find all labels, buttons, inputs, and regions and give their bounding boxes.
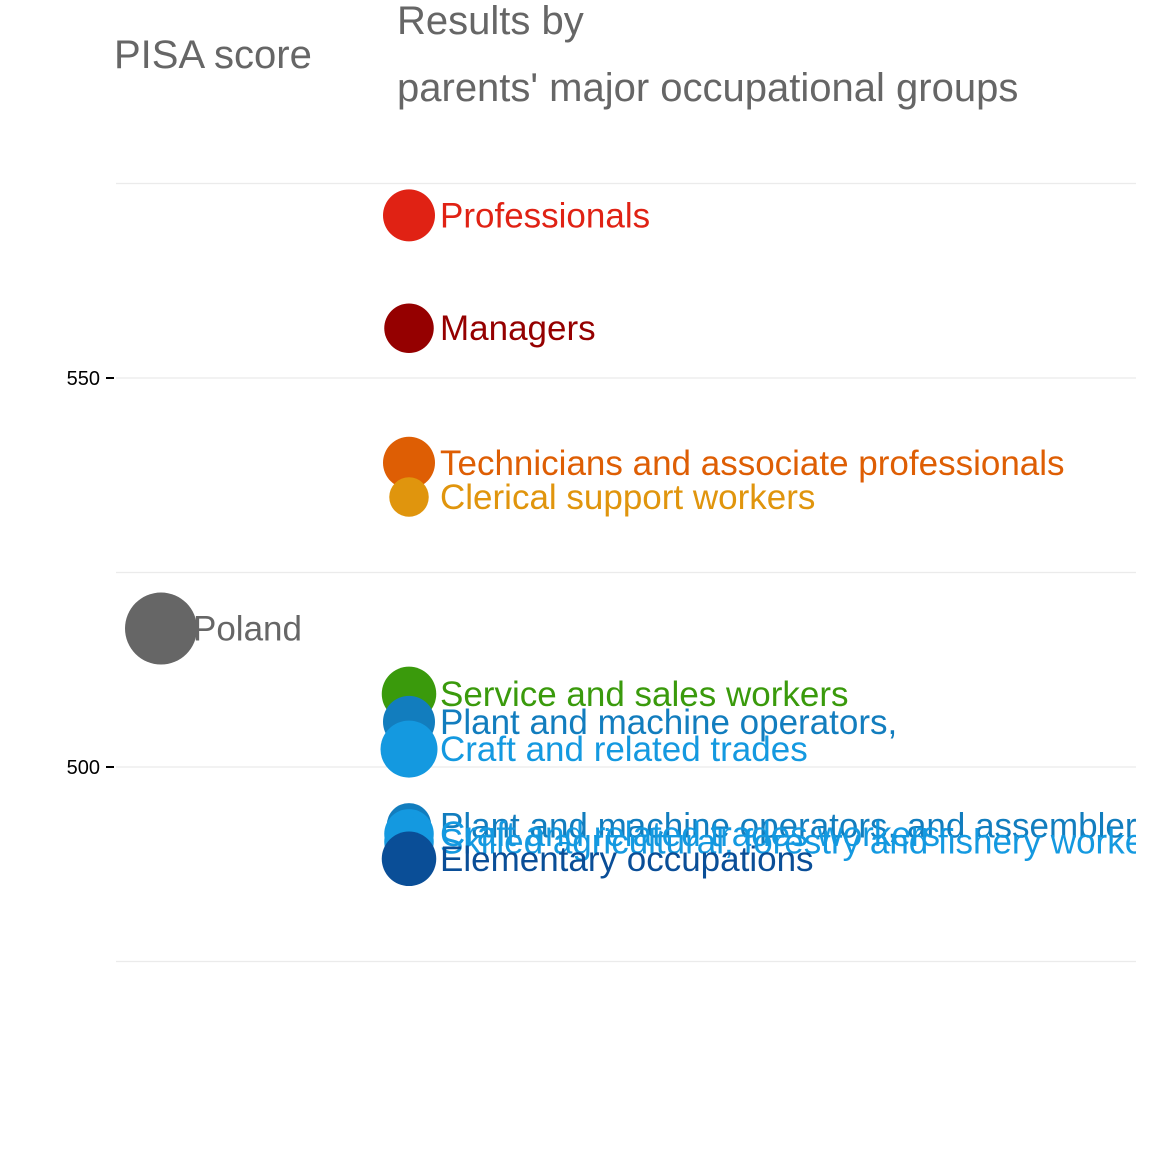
chart-title-line-1: Results by	[397, 0, 584, 43]
point-label: Craft and related trades workers	[440, 815, 940, 854]
data-point	[383, 436, 435, 489]
point-label: Plant and machine operators,	[440, 703, 897, 742]
point-label: Elementary occupations	[440, 840, 814, 879]
data-points: Poland Professionals Managers Technicians a…	[125, 189, 1152, 887]
point-label: Clerical support workers	[440, 478, 815, 517]
gridlines	[116, 182, 1136, 963]
point-label: Technicians and associate professionals	[440, 444, 1065, 483]
point-label: Plant and machine operators, and assembl…	[440, 806, 1152, 845]
y-axis: 500 550	[67, 368, 114, 779]
point-label: Craft and related trades	[440, 730, 808, 769]
data-point	[380, 720, 438, 778]
data-point	[381, 831, 437, 887]
chart-title-line-2: parents' major occupational groups	[397, 66, 1018, 110]
y-tick-label: 500	[67, 757, 100, 779]
point-label: Professionals	[440, 196, 650, 235]
data-point	[125, 592, 197, 665]
data-point	[389, 477, 429, 517]
data-point	[383, 189, 435, 242]
data-point	[384, 303, 434, 353]
point-label: Skilled agricultural, forestry and fishe…	[440, 823, 1152, 862]
point-label: Service and sales workers	[440, 675, 849, 714]
y-axis-title: PISA score	[114, 33, 312, 77]
point-label: Managers	[440, 309, 596, 348]
point-label: Poland	[193, 610, 302, 649]
y-tick-label: 550	[67, 368, 100, 390]
